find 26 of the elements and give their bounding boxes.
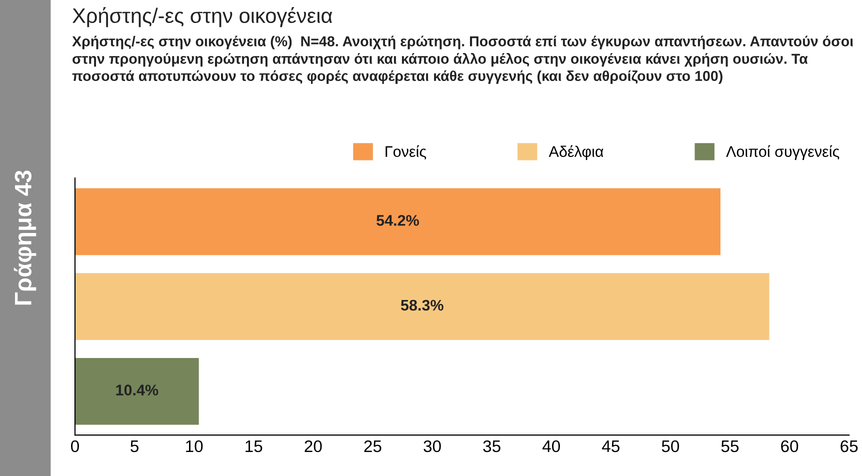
legend-label: Γονείς <box>386 145 426 160</box>
bar <box>74 358 199 425</box>
data-label: 10.4% <box>116 384 158 396</box>
legend-label: Αδέλφια <box>548 145 604 160</box>
chart-title: Χρήστης/-ες στην οικογένεια <box>72 7 332 28</box>
x-tick-label: 65 <box>840 440 858 452</box>
chart-subtitle: Χρήστης/-ες στην οικογένεια (%) N=48. Ανοιχτή ερώτηση. Ποσοστά επί των έγκυρων απαντήσεων. Απαντούν όσοι στην προηγούμενη ερώτηση απάντησαν ότι και κάποιο άλλο μέλος στην οικογένεια κάνει χρήση ουσιών. Τα ποσοστά αποτυπώνουν το πόσες φορές αναφέρεται κάθε συγγενής (και δεν αθροίζουν στο 100) <box>72 36 854 84</box>
x-tick-label: 60 <box>781 440 798 452</box>
x-tick-label: 55 <box>721 440 739 452</box>
x-tick-label: 20 <box>304 440 322 452</box>
x-tick-label: 50 <box>662 440 680 452</box>
x-tick-label: 45 <box>602 440 620 452</box>
x-tick-label: 25 <box>364 440 382 452</box>
x-tick-label: 35 <box>483 440 500 452</box>
text: Γράφημα 43 <box>14 170 36 305</box>
x-tick-label: 5 <box>130 440 138 452</box>
x-tick-label: 0 <box>71 440 79 452</box>
data-label: 58.3% <box>400 300 444 311</box>
bar <box>74 273 770 340</box>
x-tick-label: 15 <box>246 440 262 452</box>
x-tick-label: 10 <box>186 440 203 452</box>
bar <box>74 188 720 256</box>
x-tick-label: 40 <box>542 440 560 452</box>
legend-label: Λοιποί συγγενείς <box>726 145 840 160</box>
data-label: 54.2% <box>376 215 419 226</box>
x-tick-label: 30 <box>424 440 441 452</box>
